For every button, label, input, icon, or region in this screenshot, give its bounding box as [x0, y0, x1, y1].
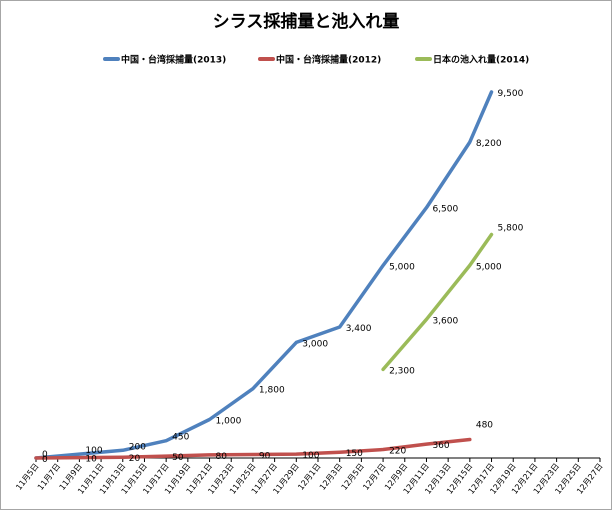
series-layer	[34, 90, 494, 460]
data-label: 3,600	[432, 316, 458, 326]
data-label: 450	[172, 433, 189, 443]
data-label: 90	[259, 452, 271, 462]
data-label: 80	[216, 452, 228, 462]
data-label: 6,500	[432, 205, 458, 215]
series-line-0	[34, 90, 494, 460]
data-label: 3,400	[346, 324, 372, 334]
legend-label: 中国・台湾採捕量(2012)	[276, 54, 381, 66]
legend: 中国・台湾採捕量(2013) 中国・台湾採捕量(2012) 日本の池入れ量(2014…	[103, 54, 529, 66]
data-label: 3,000	[302, 339, 328, 349]
data-label: 480	[476, 421, 493, 431]
series-line-2	[381, 232, 494, 372]
data-label: 5,800	[498, 224, 524, 234]
data-label: 1,800	[259, 386, 285, 396]
data-label: 150	[346, 449, 363, 459]
data-label: 100	[85, 446, 102, 456]
data-label: 360	[432, 441, 449, 451]
legend-label: 中国・台湾採捕量(2013)	[121, 54, 226, 66]
data-label: 1,000	[216, 416, 242, 426]
data-label: 20	[129, 454, 141, 464]
data-label: 10	[85, 455, 97, 465]
data-label: 50	[172, 453, 184, 463]
data-label: 200	[129, 442, 146, 452]
data-label: 8,200	[476, 139, 502, 149]
data-labels: 0 100 2004501,0001,8003,0003,4005,0006,500…	[42, 89, 524, 465]
data-label: 9,500	[498, 89, 524, 99]
chart-title: シラス採捕量と池入れ量	[213, 11, 400, 32]
data-label: 5,000	[389, 262, 415, 272]
data-label: 0	[42, 450, 48, 460]
data-label: 220	[389, 447, 406, 457]
legend-label: 日本の池入れ量(2014)	[433, 54, 529, 66]
data-label: 2,300	[389, 366, 415, 376]
data-label: 0	[42, 455, 48, 465]
data-label: 5,000	[476, 262, 502, 272]
data-label: 100	[302, 451, 319, 461]
